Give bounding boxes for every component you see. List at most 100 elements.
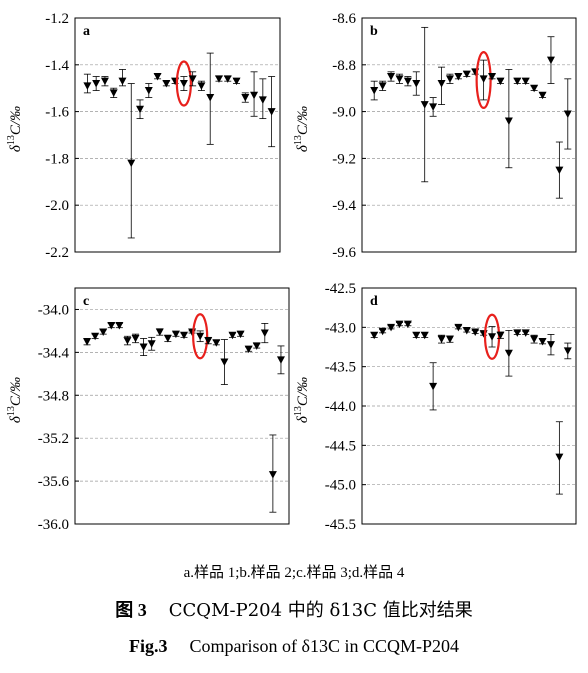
y-tick-label: -35.6 <box>38 474 70 490</box>
data-point <box>267 108 276 116</box>
data-point <box>171 330 180 339</box>
data-point <box>83 82 92 90</box>
data-point <box>429 382 438 391</box>
data-point <box>180 331 188 340</box>
data-point <box>504 349 513 358</box>
data-point <box>241 94 250 102</box>
data-point <box>555 453 564 462</box>
data-point <box>92 80 101 88</box>
highlight-ellipse <box>175 60 192 107</box>
y-tick-label: -9.6 <box>332 245 356 261</box>
data-point <box>445 75 454 83</box>
data-point <box>395 320 404 329</box>
data-point <box>403 320 412 329</box>
figure-label-cn: 图 3 <box>115 600 147 620</box>
data-point <box>420 331 429 340</box>
highlight-ellipse <box>192 313 209 360</box>
data-point <box>387 73 396 81</box>
y-tick-label: -43.0 <box>325 320 356 336</box>
panel-label: d <box>370 294 378 309</box>
data-point <box>197 82 206 90</box>
data-point <box>252 342 261 350</box>
data-point <box>437 335 446 344</box>
y-tick-label: -34.8 <box>38 388 69 404</box>
data-point <box>538 337 547 346</box>
data-point <box>115 322 124 330</box>
data-point <box>206 94 215 102</box>
figure-title-en: Fig.3 Comparison of δ13C in CCQM-P204 <box>0 636 588 657</box>
y-tick-label: -43.5 <box>325 360 356 376</box>
data-point <box>228 331 237 340</box>
data-point <box>420 101 429 109</box>
y-tick-label: -1.8 <box>45 151 69 167</box>
data-point <box>387 323 396 332</box>
data-point <box>276 356 285 364</box>
data-point <box>546 56 555 65</box>
highlight-ellipse <box>475 51 492 110</box>
data-point <box>83 338 92 346</box>
data-point <box>268 471 277 479</box>
data-point <box>412 331 421 340</box>
data-point <box>555 166 564 175</box>
y-tick-label: -9.2 <box>332 151 356 167</box>
data-point <box>139 343 148 351</box>
data-point <box>479 75 488 83</box>
chart-panel-b: -8.6 -8.8 -9.0 -9.2 -9.4 -9.6 b δ13C/‰ <box>293 11 577 261</box>
data-point <box>378 82 387 90</box>
data-point <box>395 75 404 83</box>
data-point <box>220 358 229 367</box>
data-point <box>100 77 109 86</box>
data-point <box>488 333 497 341</box>
figure-label-en: Fig.3 <box>129 636 168 656</box>
data-point <box>530 335 539 344</box>
y-tick-label: -42.5 <box>325 281 356 297</box>
y-tick-label: -35.2 <box>38 431 69 447</box>
data-point <box>454 73 463 81</box>
y-tick-label: -36.0 <box>38 517 69 533</box>
figure-title-cn: 图 3 CCQM-P204 中的 δ13C 值比对结果 <box>0 596 588 622</box>
data-point <box>504 117 513 125</box>
panel-label: a <box>83 24 90 39</box>
data-point <box>236 330 245 339</box>
data-point <box>260 329 269 338</box>
y-axis-label: δ13C/‰ <box>6 377 24 423</box>
y-tick-label: -8.6 <box>332 11 356 27</box>
data-point <box>196 332 205 341</box>
data-point <box>212 339 221 347</box>
data-point <box>496 331 505 340</box>
data-point <box>131 334 140 343</box>
y-tick-label: -9.0 <box>332 105 356 121</box>
highlight-ellipse <box>483 313 501 360</box>
figure-title-en-text: Comparison of δ13C in CCQM-P204 <box>189 636 460 656</box>
data-point <box>162 80 171 88</box>
data-point <box>378 327 387 336</box>
data-point <box>513 77 522 86</box>
figure-title-cn-text: CCQM-P204 中的 δ13C 值比对结果 <box>168 600 473 621</box>
panel-label: c <box>83 294 89 309</box>
y-tick-label: -34.4 <box>38 345 70 361</box>
y-axis-label: δ13C/‰ <box>6 106 24 152</box>
plot-frame <box>74 17 281 253</box>
data-point <box>563 110 572 118</box>
data-point <box>462 326 471 335</box>
data-point <box>127 159 136 168</box>
panel-label: b <box>370 24 378 39</box>
subcaption: a.样品 1;b.样品 2;c.样品 3;d.样品 4 <box>183 565 405 581</box>
y-tick-label: -1.6 <box>45 105 69 121</box>
data-point <box>258 96 267 104</box>
data-point <box>546 341 555 349</box>
data-point <box>153 73 162 81</box>
data-point <box>204 337 213 345</box>
y-tick-label: -45.0 <box>325 478 356 494</box>
y-axis-label: δ13C/‰ <box>293 377 311 423</box>
data-point <box>538 91 547 100</box>
data-point <box>109 89 118 97</box>
data-point <box>370 87 379 95</box>
data-point <box>429 103 438 111</box>
data-point <box>370 331 379 340</box>
data-point <box>188 75 197 83</box>
y-tick-label: -44.5 <box>325 438 356 454</box>
data-point <box>530 84 539 93</box>
data-point <box>471 328 480 337</box>
y-tick-label: -8.8 <box>332 58 356 74</box>
